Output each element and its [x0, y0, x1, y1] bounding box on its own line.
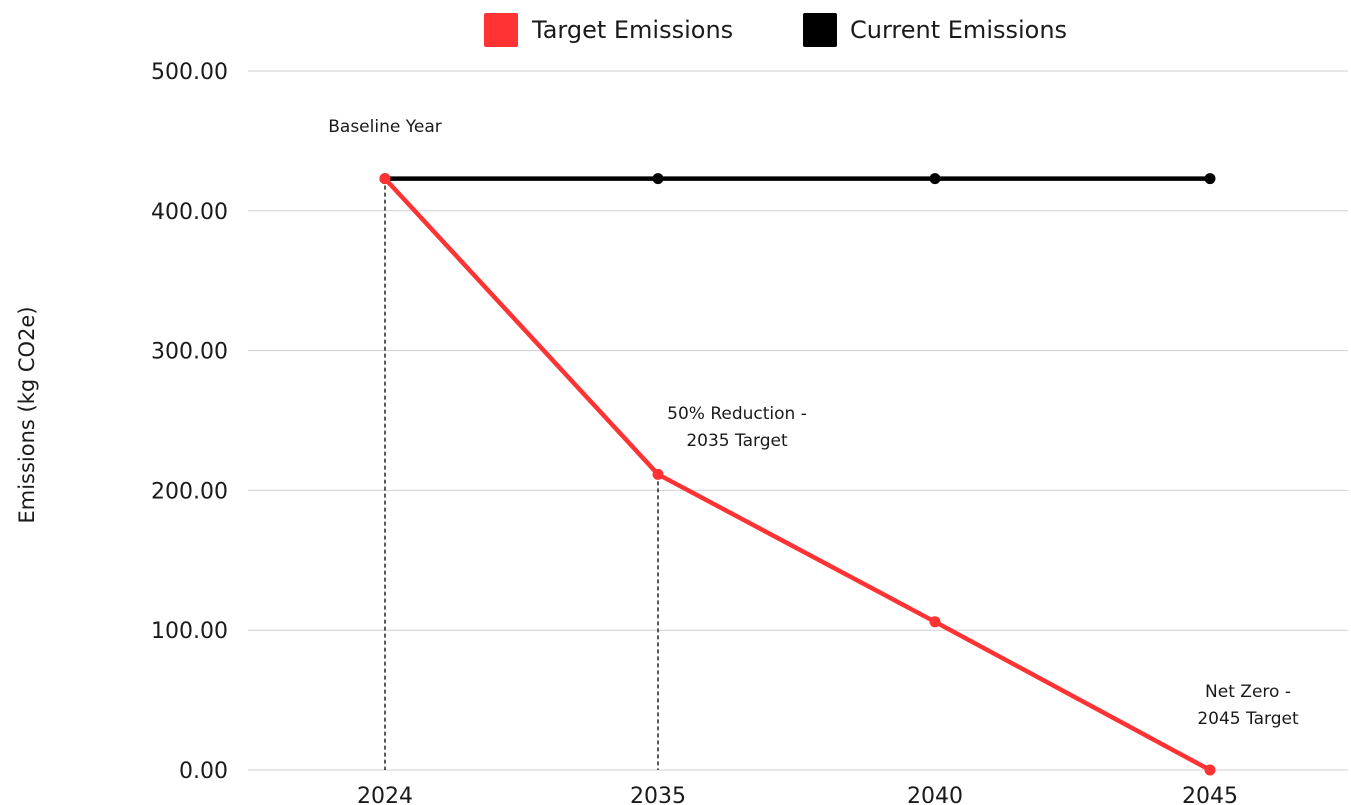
x-tick-label: 2024: [357, 784, 413, 805]
series-line: [383, 177, 1212, 772]
x-tick-label: 2035: [630, 784, 686, 805]
legend: Target Emissions Current Emissions: [484, 13, 1067, 47]
y-tick-label: 400.00: [151, 200, 228, 225]
annotation-drop-lines: [384, 178, 659, 770]
annotation-label: Baseline Year: [328, 117, 441, 137]
y-tick-label: 0.00: [179, 759, 228, 784]
data-point: [929, 616, 941, 628]
data-point: [929, 173, 941, 185]
annotation-label: 2035 Target: [686, 431, 788, 451]
legend-swatch: [803, 13, 837, 47]
x-axis-ticks: 2024 2035 2040 2045: [357, 784, 1238, 805]
data-point: [379, 173, 391, 185]
annotation-label: 2045 Target: [1197, 709, 1299, 729]
y-tick-label: 500.00: [151, 60, 228, 85]
series-lines: [379, 173, 1216, 776]
gridlines: [248, 70, 1348, 771]
y-axis-ticks: 0.00 100.00 200.00 300.00 400.00 500.00: [151, 60, 228, 784]
annotation-label: Net Zero -: [1205, 682, 1291, 702]
y-tick-label: 100.00: [151, 619, 228, 644]
data-point: [652, 468, 664, 480]
x-tick-label: 2045: [1182, 784, 1238, 805]
y-tick-label: 200.00: [151, 479, 228, 504]
x-tick-label: 2040: [907, 784, 963, 805]
legend-label: Target Emissions: [531, 16, 733, 44]
y-tick-label: 300.00: [151, 340, 228, 365]
data-point: [1204, 173, 1216, 185]
y-axis-title: Emissions (kg CO2e): [15, 306, 39, 523]
data-point: [1204, 764, 1216, 776]
legend-label: Current Emissions: [850, 16, 1067, 44]
legend-swatch: [484, 13, 518, 47]
annotations: Baseline Year 50% Reduction - 2035 Target N…: [328, 117, 1299, 729]
annotation-label: 50% Reduction -: [667, 404, 807, 424]
data-point: [652, 173, 664, 185]
